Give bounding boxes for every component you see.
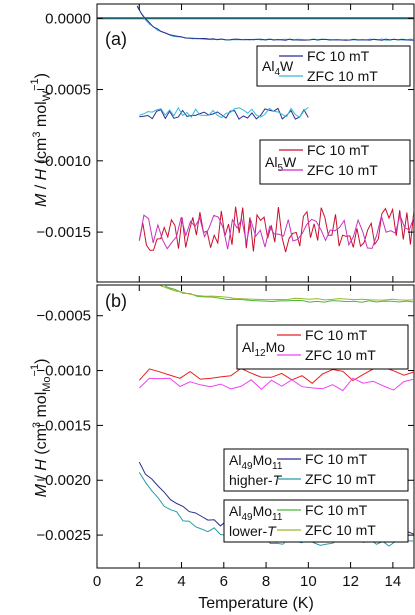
panel-a-series-5-line (136, 5, 414, 41)
panel-b-xtick-label: 2 (135, 573, 143, 590)
panel-b-series-0-line (138, 366, 414, 384)
panel-b-legend-1-note: higher-T (229, 472, 283, 488)
panel-a-legend-1-sample: Al5W (265, 154, 297, 174)
panel-a-legend-1-entry-1: ZFC 10 mT (307, 162, 378, 178)
panel-a-series-4-line (136, 6, 414, 41)
panel-b-xtick-label: 4 (177, 573, 185, 590)
panel-b-legend-0-sample: Al12Mo (242, 339, 285, 359)
panel-a-series-2-line (138, 206, 414, 253)
panel-b-xtick-label: 10 (300, 573, 317, 590)
panel-b-xtick-label: 0 (93, 573, 101, 590)
panel-b-frame (96, 284, 415, 569)
x-axis-title: Temperature (K) (198, 595, 314, 612)
panel-b-ytick-label: −0.0020 (36, 472, 91, 489)
panel-b-legend-1-box (223, 448, 409, 492)
panel-b-label: (b) (105, 291, 127, 311)
panel-b-series-5-line (160, 285, 414, 301)
panel-a-legend-1-entry-0: FC 10 mT (307, 142, 370, 158)
panel-b-y-axis-title: M / H (cm3 molMo−1) (29, 359, 53, 498)
panel-b-legend-1-entry-0: FC 10 mT (305, 451, 368, 467)
panel-a-series (97, 5, 414, 253)
panel-a-ytick-label: −0.0005 (36, 82, 91, 99)
panel-b-legend-2-note: lower-T (229, 523, 277, 539)
panel-a-ytick-label: −0.0015 (36, 224, 91, 241)
panel-b-legend-2-entry-1: ZFC 10 mT (305, 522, 376, 538)
panel-b-legend-2-entry-0: FC 10 mT (305, 502, 368, 518)
panel-b-series-4-line (163, 285, 414, 303)
panel-b-series-1-line (138, 377, 414, 392)
panel-a-legend-0-entry-1: ZFC 10 mT (307, 68, 378, 84)
panel-a-legend-1: Al5W FC 10 mT ZFC 10 mT (259, 139, 411, 185)
panel-b-xtick-label: 12 (342, 573, 359, 590)
panel-b-ticks: −0.0005 −0.0010 −0.0015 −0.0020 −0.0025 0 2 4 6 8… (36, 285, 414, 590)
panel-a-legend-1-box (259, 139, 411, 185)
panel-b-legend-0-entry-0: FC 10 mT (305, 327, 368, 343)
panel-a-legend-0-sample: Al4W (262, 58, 294, 78)
panel-b-xtick-label: 8 (262, 573, 270, 590)
panel-b-ytick-label: −0.0005 (36, 308, 91, 325)
panel-b-legend-2-sample: Al49Mo11 (229, 503, 283, 523)
panel-b-legend-0-entry-1: ZFC 10 mT (305, 347, 376, 363)
panel-b-legend-2-box (223, 499, 409, 543)
panel-b: −0.0005 −0.0010 −0.0015 −0.0020 −0.0025 0 2 4 6 8… (29, 284, 415, 612)
panel-a-series-1-line (139, 106, 309, 119)
panel-a-legend-0-box (256, 45, 411, 87)
panel-b-legend-0-box (236, 324, 409, 370)
panel-b-xtick-label: 6 (220, 573, 228, 590)
panel-a-ytick-label: −0.0010 (36, 153, 91, 170)
panel-b-xtick-label: 14 (385, 573, 402, 590)
panel-b-legend-1-sample: Al49Mo11 (229, 452, 283, 472)
panel-b-ytick-label: −0.0025 (36, 527, 91, 544)
panel-b-ytick-label: −0.0010 (36, 363, 91, 380)
panel-a-legends: Al4W FC 10 mT ZFC 10 mT Al5W FC 10 mT ZFC 10 … (256, 45, 411, 185)
panel-a-legend-0-entry-0: FC 10 mT (307, 48, 370, 64)
panel-b-ytick-label: −0.0015 (36, 417, 91, 434)
panel-a: 0.0000 −0.0005 −0.0010 −0.0015 (a) Al4W FC 1… (29, 3, 415, 283)
panel-a-series-3-line (138, 213, 414, 250)
panel-a-y-axis-title: M / H (cm3 molW−1) (29, 73, 53, 207)
panel-a-frame (96, 3, 415, 283)
panel-a-label: (a) (105, 29, 127, 49)
panel-a-ticks: 0.0000 −0.0005 −0.0010 −0.0015 (36, 4, 414, 282)
panel-a-ytick-label: 0.0000 (45, 10, 91, 27)
panel-a-legend-0: Al4W FC 10 mT ZFC 10 mT (256, 45, 411, 87)
panel-b-legend-1-entry-1: ZFC 10 mT (305, 471, 376, 487)
panel-b-legend-0: Al12Mo FC 10 mT ZFC 10 mT (236, 324, 409, 370)
